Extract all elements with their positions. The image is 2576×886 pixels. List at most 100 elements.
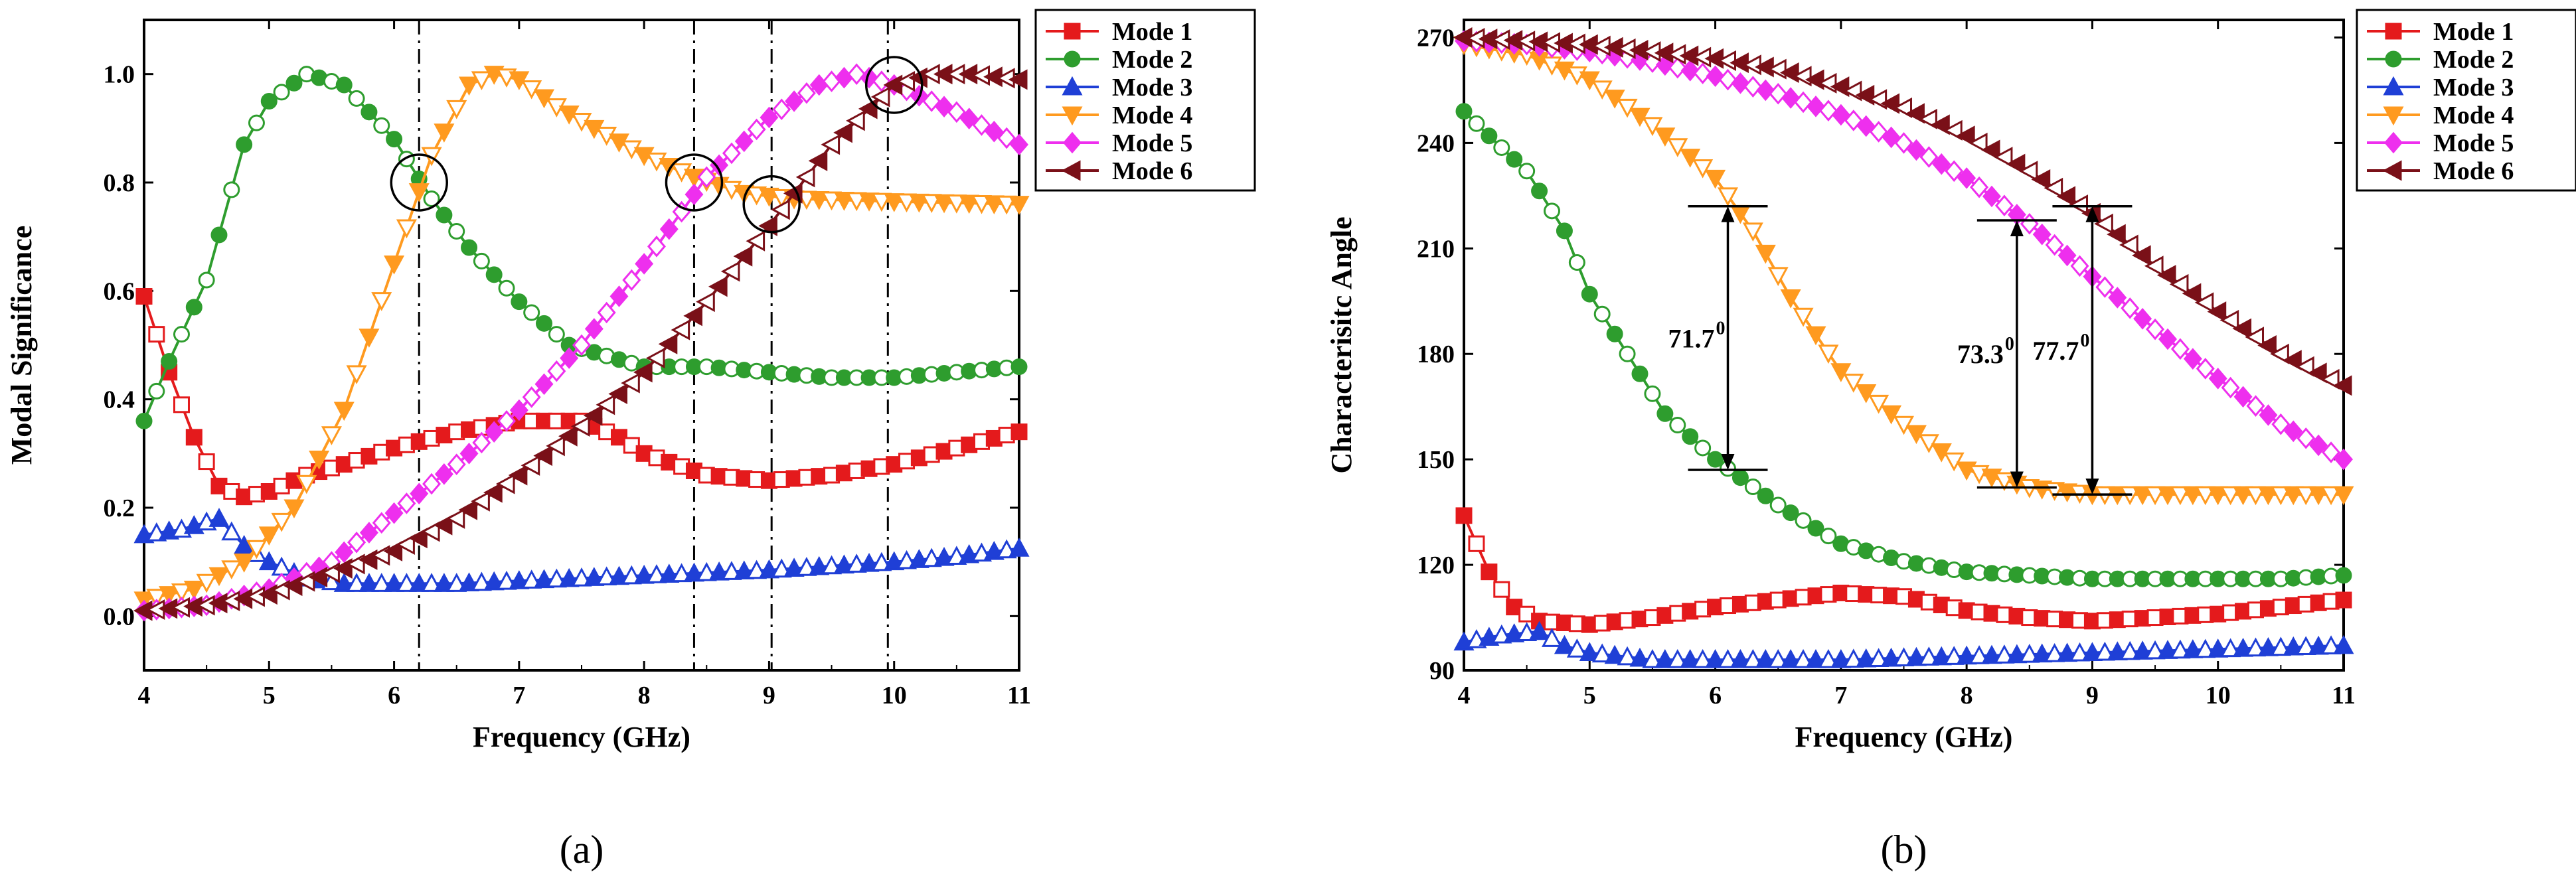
data-point xyxy=(1669,417,1686,434)
data-point xyxy=(521,569,542,589)
data-point xyxy=(2320,368,2340,390)
data-point xyxy=(808,150,828,171)
data-point xyxy=(183,581,204,600)
data-point xyxy=(2156,265,2176,286)
data-point xyxy=(2157,640,2178,659)
data-point xyxy=(522,386,541,408)
data-point xyxy=(821,134,841,155)
data-point xyxy=(1742,222,1763,242)
data-point xyxy=(159,586,180,605)
data-point xyxy=(384,502,404,524)
data-point xyxy=(1856,648,1877,668)
data-point xyxy=(1943,119,1963,141)
data-point xyxy=(846,110,865,131)
data-point xyxy=(2133,307,2152,330)
data-point xyxy=(1932,153,1951,175)
data-point xyxy=(1604,90,1625,109)
data-point xyxy=(434,463,453,485)
data-point xyxy=(1604,644,1625,664)
data-point xyxy=(1631,365,1649,382)
data-point xyxy=(2195,638,2216,658)
data-point xyxy=(236,136,253,153)
data-point xyxy=(396,573,417,592)
data-point xyxy=(458,499,478,520)
data-point xyxy=(2233,386,2253,408)
legend-label: Mode 5 xyxy=(2433,129,2514,157)
legend-swatch-marker xyxy=(2383,76,2404,96)
data-point xyxy=(1818,648,1839,668)
data-point xyxy=(1518,163,1536,180)
y-tick-label: 210 xyxy=(1417,235,1455,263)
x-tick-label: 4 xyxy=(1458,682,1471,709)
data-point xyxy=(684,183,704,206)
panel-caption: (a) xyxy=(560,828,604,871)
data-point xyxy=(959,194,980,214)
data-point xyxy=(2208,368,2227,390)
data-point xyxy=(1931,646,1952,666)
data-point xyxy=(347,531,366,554)
data-point xyxy=(260,93,278,110)
x-tick-label: 8 xyxy=(1961,682,1973,709)
data-point xyxy=(2270,486,2291,506)
arrow-head-down xyxy=(2010,471,2024,488)
data-point xyxy=(1757,487,1774,504)
data-point xyxy=(858,552,880,572)
y-tick-label: 0.6 xyxy=(104,277,135,305)
y-tick-label: 1.0 xyxy=(104,61,135,89)
data-point xyxy=(2044,177,2063,198)
data-point xyxy=(2107,641,2128,660)
data-point xyxy=(208,567,230,587)
data-point xyxy=(1731,469,1749,486)
data-point xyxy=(1008,538,1030,557)
data-point xyxy=(2108,287,2127,309)
data-point xyxy=(2295,636,2316,656)
data-point xyxy=(386,131,403,148)
data-point xyxy=(646,564,667,583)
legend-label: Mode 4 xyxy=(1112,102,1192,129)
data-point xyxy=(1994,644,2015,664)
data-point xyxy=(571,567,592,587)
y-axis-title: Characterisitc Angle xyxy=(1325,216,1358,473)
data-point xyxy=(2307,362,2327,384)
legend-label: Mode 5 xyxy=(1112,129,1192,157)
data-point xyxy=(1893,97,1912,118)
data-point xyxy=(1931,443,1952,463)
data-point xyxy=(722,142,741,165)
y-tick-label: 270 xyxy=(1417,24,1455,52)
data-point xyxy=(2195,486,2216,506)
data-point xyxy=(1591,80,1613,100)
data-point xyxy=(1680,59,1700,82)
data-point xyxy=(2056,186,2076,207)
data-point xyxy=(1981,644,2002,664)
data-point xyxy=(2283,636,2304,656)
data-point xyxy=(1707,451,1724,468)
data-point xyxy=(1918,434,1939,453)
data-point xyxy=(2132,486,2153,506)
data-point xyxy=(1617,98,1638,118)
data-point xyxy=(621,372,640,394)
highlight-circle xyxy=(665,153,724,212)
data-point xyxy=(1481,127,1498,145)
data-point xyxy=(2094,213,2113,234)
data-point xyxy=(1654,127,1676,147)
data-point xyxy=(996,195,1017,215)
data-point xyxy=(584,318,604,340)
data-point xyxy=(1769,496,1787,514)
data-point xyxy=(498,279,515,297)
data-point xyxy=(2144,640,2166,660)
data-point xyxy=(2221,376,2240,399)
legend-label: Mode 1 xyxy=(2433,18,2514,46)
data-point xyxy=(446,573,467,592)
annotation-degree-sup: 0 xyxy=(2080,331,2089,351)
data-point xyxy=(461,239,478,256)
data-point xyxy=(1619,345,1636,362)
data-point xyxy=(2334,448,2353,471)
data-point xyxy=(198,453,215,471)
data-point xyxy=(2257,636,2279,656)
data-point xyxy=(771,558,792,578)
data-point xyxy=(1668,56,1687,79)
data-point xyxy=(1805,326,1826,346)
data-point xyxy=(633,362,653,383)
data-point xyxy=(1956,645,1977,665)
data-point xyxy=(921,194,942,213)
